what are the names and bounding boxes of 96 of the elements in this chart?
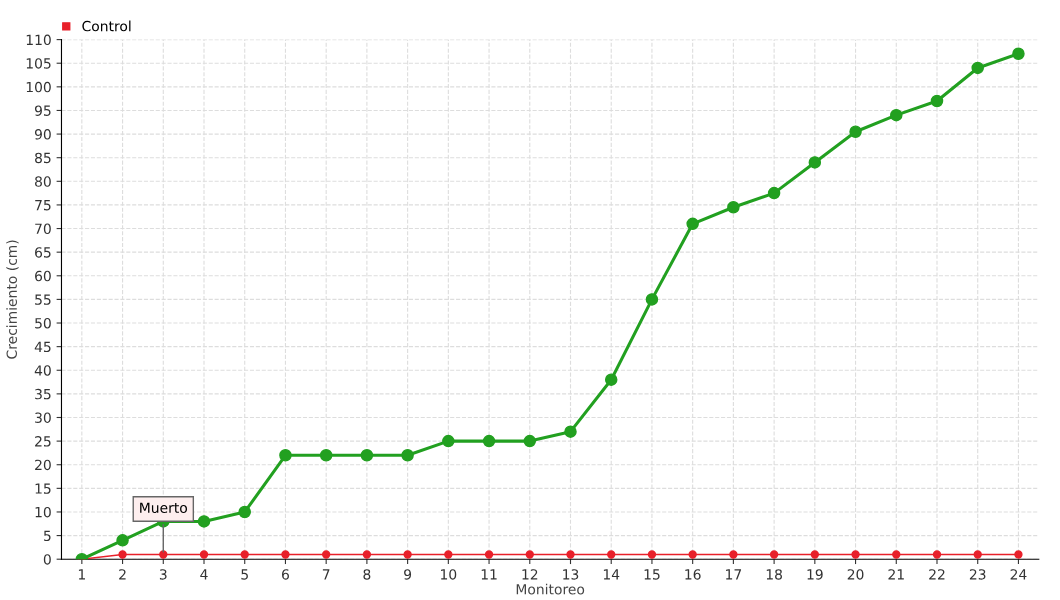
point (932, 550, 942, 559)
point (116, 534, 129, 547)
point (686, 217, 699, 231)
point (281, 550, 290, 559)
point (729, 550, 738, 559)
x-tick-label: 12 (522, 569, 538, 580)
y-tick-label: 35 (35, 388, 51, 400)
point (1012, 47, 1025, 61)
annotation: Muerto (140, 502, 188, 514)
point (442, 434, 455, 448)
point (564, 425, 577, 438)
point (727, 201, 740, 214)
point (444, 550, 453, 559)
point (971, 61, 984, 75)
x-tick-label: 14 (603, 569, 620, 580)
y-tick-label: 55 (35, 294, 51, 305)
point (607, 550, 616, 559)
x-tick-label: 6 (282, 569, 289, 580)
point (240, 550, 249, 559)
point (484, 550, 494, 559)
x-tick-label: 23 (969, 569, 986, 580)
y-axis-title: Crecimiento (cm) (6, 240, 19, 359)
x-axis-title: Monitoreo (516, 583, 585, 595)
point (604, 373, 618, 386)
point (851, 550, 860, 559)
point (769, 550, 779, 559)
point (890, 108, 903, 122)
x-tick-label: 9 (404, 569, 412, 580)
point (930, 94, 944, 108)
point (892, 550, 901, 559)
y-tick-label: 30 (35, 412, 51, 423)
y-tick-label: 0 (43, 554, 51, 565)
point (973, 550, 982, 559)
point (403, 550, 412, 559)
point (360, 449, 374, 462)
x-tick-label: 4 (200, 569, 208, 580)
y-tick-label: 5 (43, 530, 51, 542)
x-tick-label: 3 (159, 569, 167, 580)
point (197, 515, 211, 528)
x-tick-label: 17 (726, 569, 742, 580)
point (118, 550, 127, 559)
point (401, 449, 414, 462)
x-tick-label: 10 (441, 569, 457, 580)
point (525, 550, 534, 559)
x-tick-label: 15 (644, 569, 660, 580)
x-tick-label: 11 (481, 569, 497, 580)
y-tick-label: 90 (34, 129, 51, 140)
point (645, 293, 659, 306)
point (279, 449, 292, 462)
y-tick-label: 45 (34, 341, 51, 353)
point (849, 125, 862, 138)
point (566, 550, 575, 559)
x-tick-label: 1 (78, 569, 85, 580)
x-tick-label: 8 (363, 569, 371, 580)
x-tick-label: 21 (888, 569, 904, 580)
x-tick-label: 22 (929, 569, 945, 580)
y-tick-label: 80 (35, 176, 51, 187)
y-tick-label: 75 (35, 200, 51, 211)
y-tick-label: 110 (26, 34, 51, 46)
y-tick-label: 65 (35, 247, 51, 258)
x-tick-label: 7 (322, 569, 330, 580)
legend-label: Control (82, 20, 131, 32)
point (319, 449, 333, 462)
y-tick-label: 60 (35, 270, 51, 282)
y-tick-label: 50 (35, 317, 51, 329)
y-tick-label: 95 (34, 105, 51, 116)
point (808, 156, 822, 169)
y-tick-label: 70 (35, 223, 51, 235)
x-tick-label: 2 (119, 569, 126, 580)
point (767, 186, 781, 200)
y-tick-label: 20 (35, 459, 51, 471)
y-tick-label: 40 (34, 365, 51, 376)
y-tick-label: 15 (35, 483, 51, 494)
x-tick-label: 24 (1010, 569, 1027, 580)
x-tick-label: 19 (807, 569, 823, 580)
x-tick-label: 13 (563, 569, 579, 580)
point (1014, 550, 1023, 559)
x-tick-label: 16 (685, 569, 701, 580)
point (647, 550, 657, 559)
y-tick-label: 105 (26, 58, 51, 69)
point (810, 550, 819, 559)
point (523, 434, 537, 448)
x-tick-label: 18 (766, 569, 782, 580)
point (322, 550, 331, 559)
point (199, 550, 209, 559)
point (159, 550, 168, 559)
x-tick-label: 20 (847, 569, 864, 580)
y-tick-label: 100 (26, 81, 51, 93)
point (688, 550, 697, 559)
x-tick-label: 5 (241, 569, 248, 580)
point (362, 550, 372, 559)
point (238, 505, 251, 519)
y-tick-label: 85 (35, 152, 51, 164)
y-tick-label: 25 (35, 436, 51, 447)
y-tick-label: 10 (35, 506, 51, 518)
point (482, 434, 496, 448)
